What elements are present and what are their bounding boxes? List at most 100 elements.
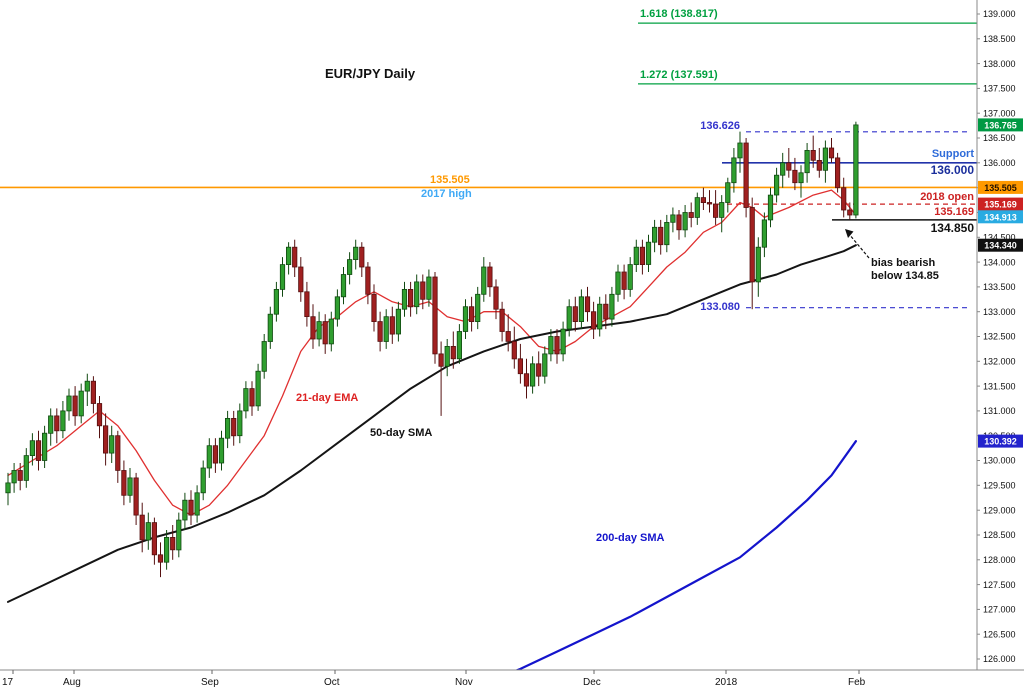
candle-body — [243, 388, 249, 412]
open-2018-price-label: 135.169 — [934, 206, 974, 218]
y-axis-label: 132.000 — [983, 357, 1016, 367]
candle-body — [841, 187, 847, 211]
candle-body — [96, 403, 103, 427]
candle-body — [383, 316, 389, 342]
candle-body — [523, 373, 530, 387]
candle-body — [737, 142, 743, 159]
y-axis-label: 130.000 — [983, 456, 1016, 466]
candle-body — [767, 194, 774, 221]
candle-body — [322, 321, 328, 345]
candle-body — [749, 207, 755, 283]
price-badge-sma50-value — [978, 238, 1023, 252]
candle-body — [645, 241, 652, 265]
candle-body — [584, 296, 591, 313]
candle-body — [35, 440, 42, 461]
y-axis-label: 137.000 — [983, 108, 1016, 118]
ema-21-line — [7, 189, 857, 516]
y-axis-label: 126.500 — [983, 629, 1016, 639]
candle-body — [121, 470, 127, 496]
x-axis-label: Aug — [63, 677, 81, 688]
y-axis-label: 128.000 — [983, 555, 1016, 565]
candle-body — [200, 467, 206, 494]
candle-body — [719, 202, 725, 218]
candle-body — [78, 390, 84, 417]
candle-body — [621, 271, 627, 290]
y-axis-label: 138.500 — [983, 34, 1016, 44]
candle-body — [90, 380, 96, 404]
candle-body — [700, 197, 707, 204]
candle-body — [420, 281, 426, 300]
candle-body — [218, 437, 225, 464]
candle-body — [542, 353, 548, 377]
price-badge-sma200-value — [978, 434, 1023, 448]
y-axis-label: 136.000 — [983, 158, 1016, 168]
price-badge-value: 136.765 — [984, 120, 1017, 130]
y-axis-label: 139.000 — [983, 9, 1016, 19]
candle-body — [835, 157, 841, 189]
candle-body — [603, 303, 609, 320]
y-axis-label: 129.500 — [983, 481, 1016, 491]
candle-body — [627, 264, 633, 290]
candle-body — [54, 415, 60, 432]
candle-body — [828, 147, 835, 159]
candle-body — [206, 445, 212, 469]
candle-body — [438, 353, 444, 367]
candle-body — [273, 288, 280, 315]
candle-body — [224, 417, 231, 439]
candle-body — [432, 276, 438, 355]
level-134850-label: 134.850 — [930, 221, 974, 235]
y-axis-label: 128.500 — [983, 530, 1016, 540]
candle-body — [798, 172, 804, 184]
candle-body — [804, 149, 810, 174]
candle-body — [66, 395, 72, 412]
candle-body — [694, 197, 700, 218]
high-2017-label: 2017 high — [421, 188, 472, 200]
sma50-label: 50-day SMA — [370, 427, 433, 439]
candle-body — [103, 425, 109, 454]
y-axis-label: 134.500 — [983, 233, 1016, 243]
x-axis-label: 17 — [2, 677, 14, 688]
candle-body — [493, 286, 499, 310]
candle-body — [499, 308, 505, 332]
price-badge-high-2017 — [978, 180, 1023, 194]
candle-body — [261, 341, 267, 372]
moving-averages-layer — [7, 189, 858, 670]
y-axis-label: 131.500 — [983, 381, 1016, 391]
y-axis-label: 126.000 — [983, 654, 1016, 664]
y-axis-label: 134.000 — [983, 257, 1016, 267]
price-badge-value: 135.505 — [984, 183, 1017, 193]
y-axis-label: 132.500 — [983, 332, 1016, 342]
candle-body — [84, 380, 90, 392]
candle-body — [847, 209, 853, 216]
candle-body — [468, 306, 475, 323]
price-badge-level-134913 — [978, 210, 1023, 224]
y-axis-label: 131.000 — [983, 406, 1016, 416]
candle-body — [346, 259, 353, 275]
price-badge-value: 130.392 — [984, 437, 1017, 447]
candle-body — [548, 336, 554, 355]
x-axis-label: Dec — [583, 677, 601, 688]
candle-body — [633, 246, 639, 265]
candle-body — [658, 226, 664, 246]
candle-body — [517, 358, 524, 375]
candle-body — [48, 415, 54, 434]
candle-body — [536, 363, 542, 377]
candle-body — [670, 214, 676, 223]
fib-1272-label: 1.272 (137.591) — [640, 69, 718, 81]
candle-body — [304, 291, 310, 317]
candle-body — [761, 219, 768, 248]
price-badge-last-price — [978, 118, 1023, 132]
candle-body — [145, 522, 151, 541]
candle-body — [725, 182, 731, 203]
candle-body — [292, 246, 298, 268]
chart-title: EUR/JPY Daily — [325, 66, 416, 81]
price-badges: 136.765 135.505 135.169 134.913 134.340 130.3… — [978, 118, 1023, 448]
candle-body — [127, 477, 133, 496]
candle-body — [530, 363, 536, 387]
candle-body — [609, 293, 615, 320]
candle-body — [511, 341, 517, 360]
candle-body — [389, 316, 395, 335]
candle-body — [60, 410, 66, 432]
support-133080-label: 133.080 — [700, 301, 740, 313]
bias-arrowhead — [845, 229, 854, 238]
